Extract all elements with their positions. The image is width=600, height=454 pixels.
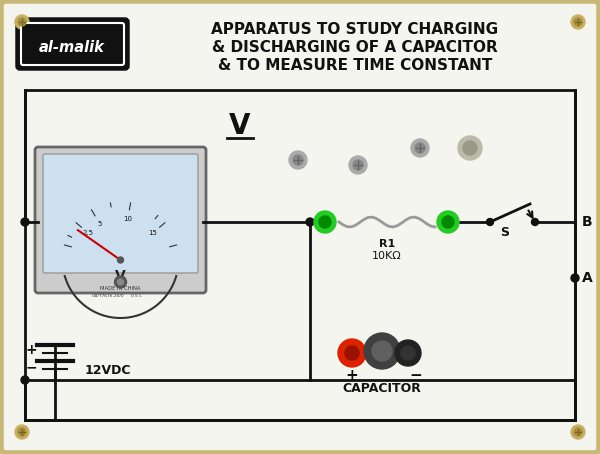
Text: APPARATUS TO STUDY CHARGING: APPARATUS TO STUDY CHARGING (211, 23, 499, 38)
Circle shape (571, 274, 579, 282)
Text: CAPACITOR: CAPACITOR (343, 383, 421, 395)
Text: +: + (346, 367, 358, 383)
Circle shape (21, 376, 29, 384)
Text: S: S (500, 226, 509, 239)
Text: +: + (25, 343, 37, 357)
FancyBboxPatch shape (17, 19, 128, 69)
Text: al-malik: al-malik (39, 39, 105, 54)
Text: R1: R1 (379, 239, 395, 249)
Circle shape (463, 141, 477, 155)
Circle shape (349, 156, 367, 174)
Circle shape (289, 151, 307, 169)
Circle shape (293, 155, 303, 165)
Circle shape (21, 218, 29, 226)
Text: V: V (115, 269, 126, 283)
Circle shape (571, 425, 585, 439)
Text: A: A (582, 271, 593, 285)
Circle shape (532, 218, 539, 226)
Text: MADE IN CHINA: MADE IN CHINA (100, 286, 141, 291)
Circle shape (401, 346, 415, 360)
Circle shape (372, 341, 392, 361)
Circle shape (115, 276, 127, 288)
Text: −: − (410, 367, 422, 383)
Circle shape (306, 218, 314, 226)
Circle shape (18, 428, 26, 436)
Text: & DISCHARGING OF A CAPACITOR: & DISCHARGING OF A CAPACITOR (212, 40, 498, 55)
Circle shape (118, 257, 124, 263)
Text: 10: 10 (123, 216, 132, 222)
Text: 5: 5 (97, 221, 101, 227)
Circle shape (442, 216, 454, 228)
Circle shape (395, 340, 421, 366)
Circle shape (458, 136, 482, 160)
FancyBboxPatch shape (35, 147, 206, 293)
Circle shape (574, 18, 582, 26)
Circle shape (487, 218, 493, 226)
Circle shape (364, 333, 400, 369)
Text: 0.5 L: 0.5 L (131, 294, 142, 298)
Circle shape (319, 216, 331, 228)
Circle shape (118, 279, 124, 285)
FancyBboxPatch shape (43, 154, 198, 273)
Circle shape (571, 15, 585, 29)
Bar (25, 90, 575, 420)
Circle shape (415, 143, 425, 153)
Text: GB/T7676.20/0: GB/T7676.20/0 (92, 294, 125, 298)
FancyBboxPatch shape (21, 23, 124, 65)
Circle shape (437, 211, 459, 233)
Text: 12VDC: 12VDC (85, 364, 131, 376)
Text: & TO MEASURE TIME CONSTANT: & TO MEASURE TIME CONSTANT (218, 59, 492, 74)
Text: V: V (229, 112, 251, 140)
Circle shape (18, 18, 26, 26)
Circle shape (314, 211, 336, 233)
Text: 2.5: 2.5 (83, 230, 94, 236)
Circle shape (338, 339, 366, 367)
Text: 10KΩ: 10KΩ (372, 251, 402, 261)
Circle shape (15, 425, 29, 439)
Text: B: B (582, 215, 593, 229)
Circle shape (15, 15, 29, 29)
Text: −: − (25, 360, 37, 374)
Text: 15: 15 (148, 230, 157, 236)
Circle shape (411, 139, 429, 157)
Circle shape (353, 160, 363, 170)
Circle shape (574, 428, 582, 436)
Circle shape (345, 346, 359, 360)
